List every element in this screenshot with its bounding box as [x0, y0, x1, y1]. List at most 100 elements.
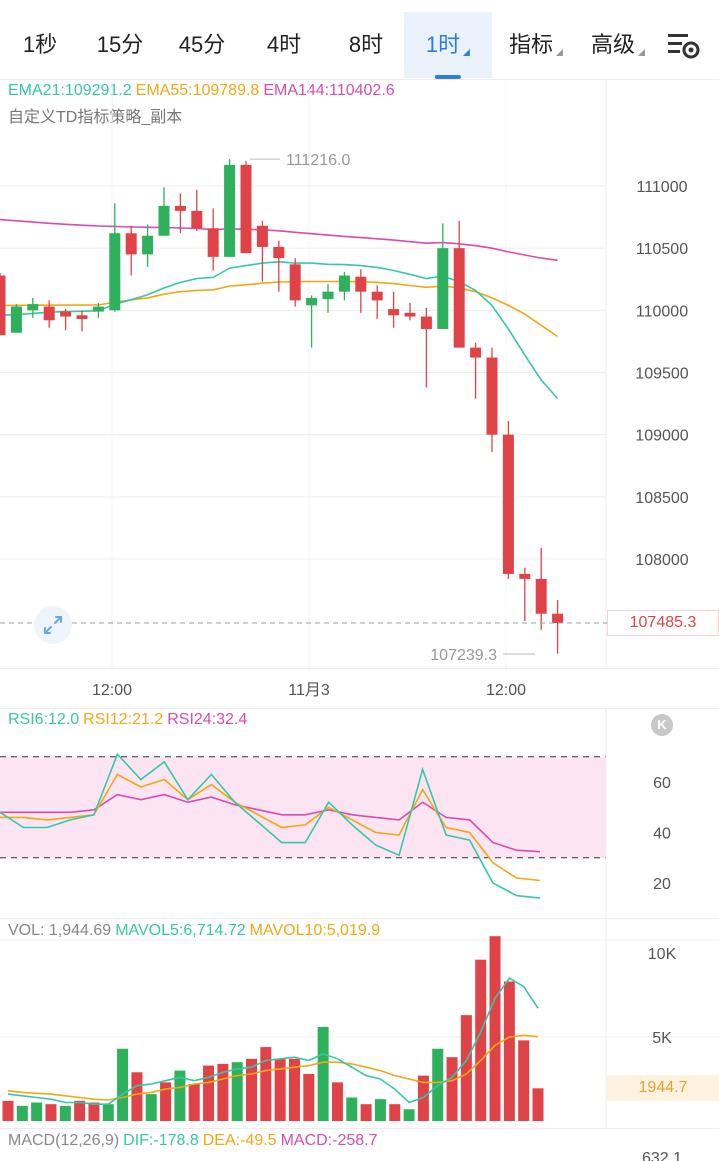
ema55-value: EMA55:109789.8: [135, 82, 260, 99]
tab-interval-5[interactable]: 1时: [403, 12, 493, 79]
tab-interval-0[interactable]: 1秒: [1, 12, 79, 78]
candle-down: [420, 316, 432, 329]
volume-bar-up: [16, 1105, 28, 1121]
volume-bar-down: [131, 1072, 143, 1121]
volume-bar-up: [403, 1109, 415, 1121]
tab-interval-4[interactable]: 8时: [327, 12, 405, 78]
volume-bar-down: [160, 1082, 172, 1121]
volume-bar-down: [260, 1047, 272, 1121]
mavol5-value: MAVOL5:6,714.72: [115, 922, 246, 939]
tab-label: 8时: [348, 32, 384, 57]
volume-bar-down: [389, 1104, 401, 1121]
tab-interval-7[interactable]: 高级: [569, 12, 667, 78]
volume-bar-down: [288, 1058, 300, 1121]
candle-up: [437, 248, 449, 329]
candle-down: [502, 434, 514, 574]
candle-down: [207, 228, 219, 257]
candle-down: [125, 233, 137, 255]
rsi-axis-label: 40: [653, 826, 671, 843]
mavol10-value: MAVOL10:5,019.9: [249, 922, 381, 939]
volume-bar-down: [331, 1082, 343, 1121]
volume-bar-up: [31, 1102, 43, 1121]
candle-down: [519, 573, 531, 579]
settings-list-gear-icon: [668, 34, 700, 59]
tab-interval-6[interactable]: 指标: [487, 12, 585, 78]
mavol10-line: [7, 1034, 539, 1101]
k-line-toggle-button[interactable]: K: [651, 714, 673, 736]
interval-tab-bar: 1秒 15分 45分 4时 8时 1时 指标 高级: [0, 0, 719, 80]
volume-bar-down: [532, 1088, 544, 1121]
volume-bar-down: [246, 1058, 258, 1121]
volume-bar-up: [374, 1099, 386, 1121]
candle-down: [43, 306, 55, 321]
volume-bar-down: [274, 1058, 286, 1121]
candle-up: [92, 306, 104, 312]
candle-down: [174, 205, 186, 211]
volume-bar-down: [303, 1073, 315, 1121]
ema21-value: EMA21:109291.2: [8, 82, 132, 99]
dropdown-triangle-icon: [638, 49, 646, 56]
tab-interval-3[interactable]: 4时: [245, 12, 323, 78]
volume-axis-label: 5K: [652, 1030, 672, 1047]
rsi6-value: RSI6:12.0: [8, 711, 80, 728]
volume-bar-down: [360, 1104, 372, 1121]
volume-bar-down: [475, 959, 487, 1121]
volume-legend: VOL: 1,944.69 MAVOL5:6,714.72 MAVOL10:5,01…: [8, 922, 384, 940]
candle-down: [355, 276, 367, 292]
candle-down: [76, 315, 88, 320]
volume-bar-down: [88, 1102, 100, 1121]
volume-axis-label: 10K: [648, 946, 677, 963]
expand-chart-button[interactable]: [34, 606, 72, 644]
dif-value: DIF:-178.8: [123, 1132, 199, 1149]
volume-bar-down: [2, 1100, 14, 1121]
rsi24-line: [0, 793, 541, 853]
tab-interval-2[interactable]: 45分: [157, 12, 247, 78]
tab-label: 1秒: [22, 32, 58, 57]
tab-label: 45分: [178, 32, 226, 57]
candle-up: [109, 233, 121, 311]
candle-up: [27, 304, 39, 311]
candle-down: [535, 578, 547, 614]
candle-down: [552, 613, 564, 623]
rsi-axis-label: 20: [653, 876, 671, 893]
volume-bar-up: [117, 1048, 129, 1121]
candle-down: [388, 309, 400, 316]
tab-interval-1[interactable]: 15分: [75, 12, 165, 78]
panel-divider: [0, 918, 719, 919]
time-axis-label: 12:00: [486, 682, 526, 699]
candle-up: [322, 291, 334, 300]
volume-bar-down: [74, 1100, 86, 1121]
candle-down: [191, 210, 203, 229]
mavol5-line: [7, 977, 539, 1105]
tab-label: 1时: [425, 32, 461, 57]
time-axis-label: 11月3: [288, 682, 330, 699]
volume-bar-down: [217, 1063, 229, 1121]
candle-down: [60, 311, 72, 317]
candle-up: [158, 205, 170, 236]
ema144-value: EMA144:110402.6: [263, 82, 395, 99]
candle-down: [256, 225, 268, 247]
volume-bar-up: [231, 1062, 243, 1121]
candle-down: [404, 312, 416, 317]
price-axis-label: 108000: [635, 552, 688, 569]
candle-down: [289, 264, 301, 301]
candle-down: [240, 164, 252, 254]
candle-up: [338, 275, 350, 292]
panel-divider: [0, 668, 719, 669]
volume-bar-up: [145, 1094, 157, 1121]
chart-settings-button[interactable]: [664, 28, 704, 64]
dropdown-triangle-icon: [463, 49, 471, 56]
low-price-label: 107239.3: [430, 647, 497, 664]
volume-bar-up: [317, 1026, 329, 1121]
price-axis-label: 111000: [636, 179, 687, 196]
volume-bar-up: [59, 1105, 71, 1121]
price-axis-label: 109500: [635, 366, 688, 383]
candle-down: [0, 275, 6, 336]
macd-value: MACD:-258.7: [280, 1132, 378, 1149]
rsi-band-fill: [0, 756, 606, 858]
volume-bar-up: [346, 1097, 358, 1121]
tab-label: 指标: [508, 32, 554, 57]
volume-bar-up: [174, 1070, 186, 1121]
rsi-legend: RSI6:12.0 RSI12:21.2 RSI24:32.4: [8, 711, 251, 729]
